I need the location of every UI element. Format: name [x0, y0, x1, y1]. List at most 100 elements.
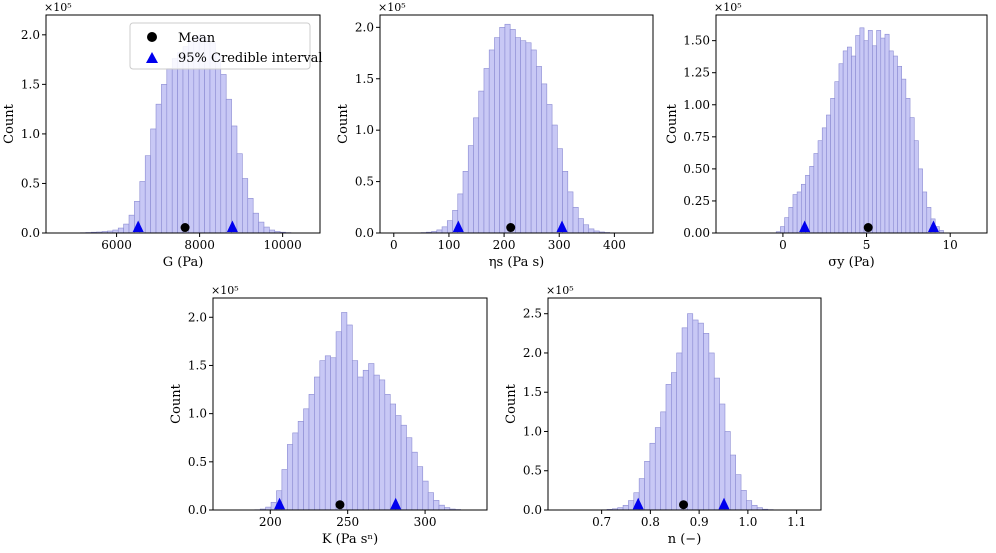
histogram-bar	[525, 42, 532, 234]
histogram-bar	[346, 324, 353, 511]
histogram-bar	[918, 168, 923, 234]
histogram-bar	[546, 104, 553, 234]
histogram-bar	[867, 30, 873, 234]
histogram-bar	[888, 50, 894, 234]
histogram-bar	[530, 49, 537, 234]
histogram-bar	[144, 155, 151, 234]
histogram-bar	[660, 411, 667, 511]
axes-frame	[715, 14, 988, 234]
mean-marker	[863, 223, 873, 233]
histogram-bar	[922, 191, 928, 234]
histogram-bar	[796, 191, 802, 234]
histogram-bar	[897, 65, 902, 234]
histogram-bar	[373, 374, 380, 511]
histogram-bar	[792, 194, 798, 234]
histogram-bar	[834, 81, 840, 234]
histogram-bar	[788, 207, 794, 234]
histogram-bar	[872, 45, 877, 234]
legend-frame	[129, 22, 311, 70]
y-axis-label: Count	[2, 103, 17, 144]
histogram-bar	[231, 125, 238, 234]
mean-marker	[506, 223, 516, 233]
histogram-bar	[876, 30, 882, 234]
y-tick-label: 0.5	[188, 455, 207, 469]
y-axis-label: Count	[336, 103, 351, 144]
y-tick-label: 0.00	[683, 226, 710, 240]
histogram-bar	[406, 437, 413, 511]
x-tick-label: 200	[493, 238, 516, 252]
histogram-bar	[515, 37, 521, 234]
x-axis-label: K (Pa sⁿ)	[322, 532, 378, 547]
histogram-bar	[467, 145, 474, 234]
ci-marker	[927, 220, 939, 233]
y-tick-label: 1.5	[523, 385, 542, 399]
histogram-bar	[258, 221, 265, 234]
histogram-bar	[462, 171, 469, 234]
histogram-bar	[324, 355, 331, 511]
histogram-bar	[499, 27, 506, 234]
histogram-bar	[220, 74, 227, 234]
y-tick-label: 1.25	[683, 66, 710, 80]
histogram-bar	[504, 23, 511, 234]
histogram-bar	[746, 500, 753, 511]
histogram-bar	[665, 384, 672, 511]
y-tick-label: 1.0	[21, 127, 40, 141]
ci-marker	[390, 497, 402, 510]
axis-multiplier: ×10⁵	[546, 284, 574, 297]
histogram-bar	[389, 403, 396, 511]
axis-multiplier: ×10⁵	[714, 1, 742, 14]
histogram-bar	[692, 319, 699, 511]
y-tick-label: 1.5	[355, 72, 374, 86]
histogram-bar	[557, 148, 563, 234]
histogram-bar	[209, 42, 216, 234]
x-tick-label: 0.7	[592, 515, 611, 529]
histogram-bar	[166, 68, 173, 234]
histogram-bar	[863, 40, 869, 234]
histogram-bar	[236, 153, 243, 234]
x-tick-label: 10	[943, 238, 958, 252]
histogram-bar	[838, 63, 844, 234]
x-tick-label: 100	[437, 238, 460, 252]
histogram-bar	[536, 66, 542, 234]
histogram-bar	[335, 331, 342, 511]
histogram-bar	[821, 127, 827, 234]
y-tick-label: 0.25	[683, 194, 710, 208]
histogram-bar	[488, 49, 495, 234]
x-axis-label: G (Pa)	[163, 255, 204, 270]
histogram-bar	[117, 227, 124, 234]
ci-marker	[274, 497, 286, 510]
y-axis-label: Count	[169, 383, 184, 424]
mean-marker	[679, 500, 689, 510]
y-tick-label: 0.75	[683, 130, 710, 144]
histogram-bar	[177, 52, 184, 234]
ci-marker	[226, 220, 238, 233]
histogram-bar	[123, 223, 130, 234]
histogram-bar	[357, 376, 364, 511]
histogram-bar	[509, 29, 516, 234]
histogram-bar	[654, 427, 661, 511]
histogram-bar	[411, 451, 418, 511]
histogram-bar	[155, 103, 162, 234]
y-tick-label: 1.5	[21, 77, 40, 91]
panel-K: 200 250 300 0.0 0.5 1.0 1.5 2.0 K (Pa sⁿ) Count ×1…	[169, 284, 488, 547]
histogram-bar	[649, 442, 656, 511]
y-tick-label: 1.00	[683, 98, 710, 112]
histogram-bar	[551, 124, 558, 234]
histogram-bar	[171, 58, 178, 234]
x-tick-label: 200	[259, 515, 282, 529]
histogram-bar	[417, 466, 424, 511]
histogram-bar	[703, 333, 710, 511]
histogram-bar	[588, 228, 595, 234]
histogram-bar	[215, 54, 222, 234]
histogram-bar	[855, 35, 861, 234]
histogram-bar	[252, 212, 259, 234]
histogram-bar	[567, 191, 574, 234]
histogram-bar	[287, 444, 294, 511]
x-axis-label: n (−)	[668, 532, 702, 547]
ci-marker	[132, 220, 144, 233]
histogram-bar	[842, 50, 848, 234]
histogram-bar	[303, 408, 310, 511]
histogram-bar	[319, 360, 326, 511]
histogram-bar	[225, 98, 232, 234]
